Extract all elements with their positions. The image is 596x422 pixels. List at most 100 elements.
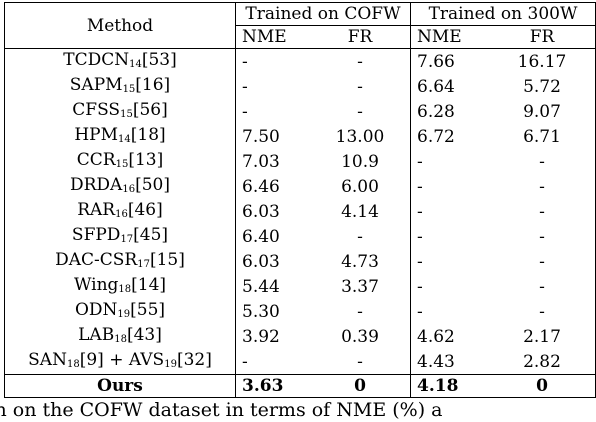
method-name-text: [50] bbox=[135, 175, 170, 195]
method-name-text: TCDCN bbox=[63, 50, 130, 70]
method-name-text: Ours bbox=[97, 376, 143, 396]
cofw-fr-cell: 13.00 bbox=[310, 124, 411, 149]
method-cell: TCDCN14[53] bbox=[4, 48, 236, 74]
method-name-text: [15] bbox=[149, 250, 185, 270]
method-name-text: CCR bbox=[76, 150, 116, 170]
method-year-subscript: 19 bbox=[117, 309, 131, 320]
method-cell: ODN19[55] bbox=[4, 299, 236, 324]
method-name-text: RAR bbox=[77, 200, 116, 220]
w300-fr-cell: 2.82 bbox=[489, 349, 596, 375]
method-cell: SAPM15[16] bbox=[4, 74, 236, 99]
method-name-text: [43] bbox=[126, 325, 162, 345]
header-row-groups: Method Trained on COFW Trained on 300W bbox=[4, 2, 596, 49]
cofw-fr-cell: 4.14 bbox=[310, 199, 411, 224]
table-row: DAC-CSR17[15] 6.03 4.73- - bbox=[4, 249, 596, 274]
method-cell: RAR16[46] bbox=[4, 199, 236, 224]
cofw-fr-cell: - bbox=[310, 224, 411, 249]
method-year-subscript: 19 bbox=[164, 359, 177, 370]
method-year-subscript: 15 bbox=[122, 84, 136, 95]
table-row: Wing18[14] 5.44 3.37- - bbox=[4, 274, 596, 299]
method-cell: DRDA16[50] bbox=[4, 174, 236, 199]
w300-fr-cell: 2.17 bbox=[489, 324, 596, 349]
header-row-metrics: NME FR NME FR bbox=[4, 25, 596, 49]
cofw-nme-cell: 6.03 bbox=[242, 251, 280, 272]
w300-fr-cell: 6.71 bbox=[489, 124, 596, 149]
table-row: RAR16[46] 6.03 4.14- - bbox=[4, 199, 596, 224]
method-name-text: SAN bbox=[28, 350, 67, 370]
caption-text: ation on the COFW dataset in terms of NM… bbox=[0, 399, 443, 421]
cofw-fr-cell: 6.00 bbox=[310, 174, 411, 199]
method-name-text: [56] bbox=[132, 100, 168, 120]
w300-nme-cell: 4.18 bbox=[410, 374, 489, 398]
w300-fr-cell: - bbox=[489, 149, 596, 174]
w300-nme-cell: - bbox=[417, 276, 423, 297]
w300-fr-cell: 16.17 bbox=[489, 48, 596, 74]
w300-fr-cell: - bbox=[489, 274, 596, 299]
header-group-300w: Trained on 300W bbox=[410, 2, 596, 26]
table-row: SFPD17[45] 6.40- - - bbox=[4, 224, 596, 249]
table-row: CFSS15[56] - -6.28 9.07 bbox=[4, 99, 596, 124]
results-table-container: Method Trained on COFW Trained on 300W N… bbox=[4, 2, 596, 398]
w300-nme-cell: - bbox=[417, 201, 423, 222]
table-row: LAB18[43] 3.92 0.39 4.62 2.17 bbox=[4, 324, 596, 349]
table-row: ODN19[55] 5.30- - - bbox=[4, 299, 596, 324]
method-name-text: [45] bbox=[133, 225, 169, 245]
method-name-text: [32] bbox=[176, 350, 212, 370]
method-year-subscript: 15 bbox=[120, 109, 133, 120]
table-row: SAPM15[16] - -6.64 5.72 bbox=[4, 74, 596, 99]
header-300w-fr: FR bbox=[489, 25, 596, 49]
method-cell: Wing18[14] bbox=[4, 274, 236, 299]
method-year-subscript: 18 bbox=[118, 284, 132, 295]
header-group-cofw: Trained on COFW bbox=[235, 2, 411, 26]
cofw-nme-cell: 6.03 bbox=[242, 201, 280, 222]
method-name-text: ODN bbox=[74, 300, 118, 320]
w300-nme-cell: 4.62 bbox=[417, 326, 455, 347]
header-300w-nme: NME bbox=[410, 25, 489, 49]
method-year-subscript: 16 bbox=[115, 209, 128, 220]
method-year-subscript: 14 bbox=[118, 134, 131, 145]
w300-fr-cell: 5.72 bbox=[489, 74, 596, 99]
method-name-text: [46] bbox=[127, 200, 163, 220]
w300-nme-cell: - bbox=[417, 301, 423, 322]
method-cell: CFSS15[56] bbox=[4, 99, 236, 124]
cofw-nme-cell: 6.46 bbox=[242, 176, 280, 197]
w300-fr-cell: - bbox=[489, 174, 596, 199]
method-cell: SAN18[9] + AVS19[32] bbox=[4, 349, 236, 375]
method-name-text: CFSS bbox=[72, 100, 121, 120]
w300-fr-cell: - bbox=[489, 299, 596, 324]
table-row-ours: Ours 3.63 0 4.18 0 bbox=[4, 374, 596, 398]
method-year-subscript: 17 bbox=[120, 234, 134, 245]
w300-nme-cell: - bbox=[417, 176, 423, 197]
w300-nme-cell: 6.64 bbox=[417, 76, 455, 97]
cofw-nme-cell: 3.92 bbox=[242, 326, 280, 347]
table-row: CCR15[13] 7.03 10.9- - bbox=[4, 149, 596, 174]
method-name-text: LAB bbox=[78, 325, 115, 345]
method-name-text: DRDA bbox=[70, 175, 123, 195]
cofw-nme-cell: 3.63 bbox=[235, 374, 310, 398]
w300-fr-cell: 9.07 bbox=[489, 99, 596, 124]
w300-fr-cell: - bbox=[489, 249, 596, 274]
cofw-nme-cell: 5.44 bbox=[242, 276, 280, 297]
cofw-nme-cell: - bbox=[242, 101, 248, 122]
table-row: DRDA16[50] 6.46 6.00- - bbox=[4, 174, 596, 199]
method-year-subscript: 14 bbox=[129, 59, 142, 70]
method-year-subscript: 17 bbox=[137, 259, 150, 270]
cofw-nme-cell: 7.50 bbox=[242, 126, 280, 147]
method-cell: DAC-CSR17[15] bbox=[4, 249, 236, 274]
cofw-fr-cell: 3.37 bbox=[310, 274, 411, 299]
cofw-fr-cell: 0.39 bbox=[310, 324, 411, 349]
w300-fr-cell: - bbox=[489, 224, 596, 249]
results-table: Method Trained on COFW Trained on 300W N… bbox=[4, 2, 596, 398]
cofw-nme-cell: - bbox=[242, 51, 248, 72]
cofw-nme-cell: 6.40 bbox=[242, 226, 280, 247]
cofw-fr-cell: - bbox=[310, 99, 411, 124]
w300-nme-cell: 4.43 bbox=[417, 351, 455, 372]
w300-nme-cell: 6.72 bbox=[417, 126, 455, 147]
method-cell: CCR15[13] bbox=[4, 149, 236, 174]
cofw-nme-cell: 5.30 bbox=[242, 301, 280, 322]
w300-fr-cell: 0 bbox=[489, 374, 596, 398]
table-row: TCDCN14[53] - -7.66 16.17 bbox=[4, 48, 596, 74]
method-name-text: [9] + AVS bbox=[79, 350, 165, 370]
table-caption: ation on the COFW dataset in terms of NM… bbox=[0, 398, 596, 422]
method-name-text: DAC-CSR bbox=[55, 250, 138, 270]
